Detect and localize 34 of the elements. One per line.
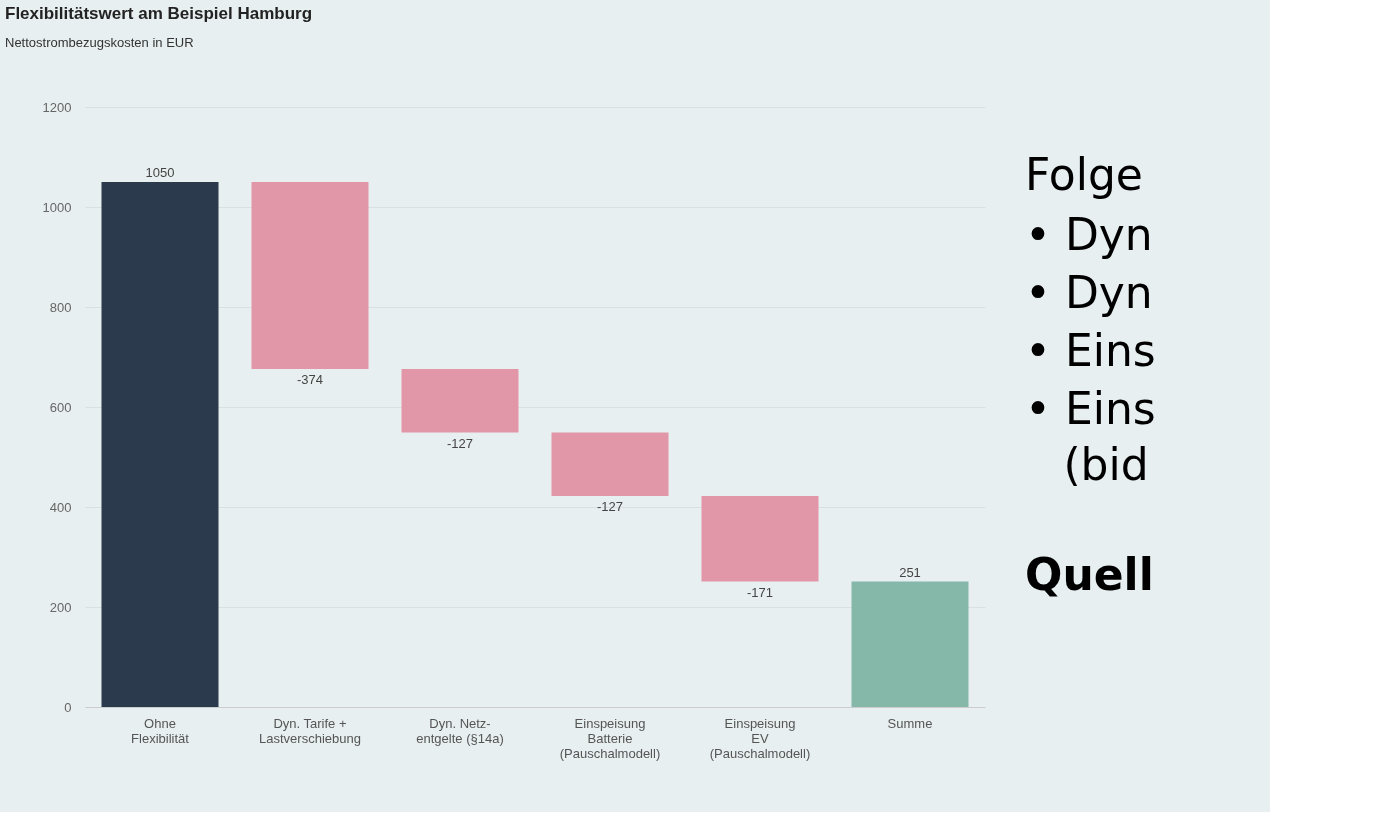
text: • Eins: [1025, 383, 1156, 434]
y-tick-label: 1000: [42, 199, 72, 215]
x-tick-label: Summe: [887, 715, 933, 731]
text: • Dyn: [1025, 267, 1153, 318]
chart-title: Flexibilitätswert am Beispiel Hamburg: [5, 4, 313, 23]
y-tick-label: 800: [49, 299, 72, 315]
data-label: -171: [746, 584, 774, 600]
x-tick-label: Dyn. Netz- entgelte (§14a): [416, 715, 504, 746]
data-label: -374: [296, 372, 324, 387]
y-tick-label: 0: [64, 699, 72, 715]
data-label: -127: [446, 435, 474, 451]
bar: [401, 369, 519, 433]
data-label: 251: [899, 564, 921, 580]
data-label: 1050: [145, 165, 175, 180]
data-label: -127: [596, 499, 624, 514]
text: • Dyn: [1025, 209, 1153, 260]
x-tick-label: Einspeisung EV (Pauschalmodell): [709, 715, 811, 761]
bar: [101, 182, 219, 707]
text: Quell: [1025, 549, 1154, 600]
bar: [551, 432, 669, 496]
y-tick-label: 1200: [42, 99, 72, 115]
text: (bid: [1063, 439, 1149, 490]
x-tick-label: Ohne Flexibilität: [131, 715, 190, 746]
bar: [851, 581, 969, 707]
chart-subtitle: Nettostrombezugskosten in EUR: [5, 35, 194, 50]
y-tick-label: 400: [49, 499, 72, 515]
bar: [701, 496, 819, 582]
x-tick-label: Dyn. Tarife + Lastverschiebung: [259, 715, 361, 746]
y-tick-label: 600: [49, 399, 72, 415]
y-tick-label: 200: [49, 599, 72, 615]
text: Folge: [1025, 149, 1143, 200]
bar: [251, 182, 369, 369]
text: • Eins: [1025, 325, 1156, 376]
x-tick-label: Einspeisung Batterie (Pauschalmodell): [559, 715, 661, 761]
